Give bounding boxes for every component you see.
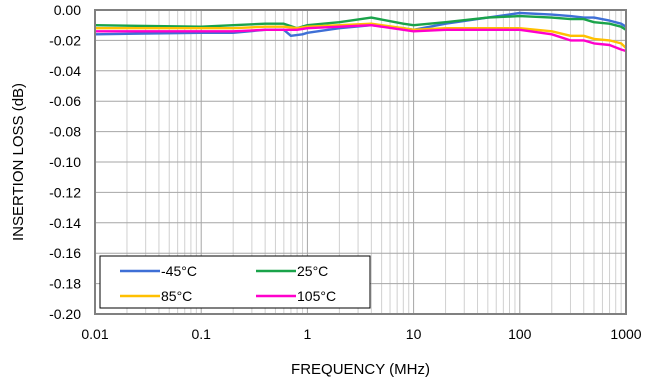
x-tick-labels: 0.01 0.1 1 10 100 1000 bbox=[81, 326, 641, 342]
y-tick-label: 0.00 bbox=[54, 2, 81, 18]
legend-label: 85°C bbox=[161, 288, 192, 304]
series-line-25c bbox=[94, 14, 627, 31]
y-tick-label: -0.16 bbox=[49, 245, 81, 261]
y-tick-label: -0.10 bbox=[49, 154, 81, 170]
y-tick-label: -0.08 bbox=[49, 124, 81, 140]
legend-label: 25°C bbox=[297, 263, 328, 279]
x-tick-label: 0.1 bbox=[191, 326, 211, 342]
y-tick-label: -0.02 bbox=[49, 32, 81, 48]
y-tick-label: -0.20 bbox=[49, 306, 81, 322]
legend: -45°C 25°C 85°C 105°C bbox=[99, 255, 371, 309]
series-line-105c bbox=[95, 24, 627, 53]
legend-label: -45°C bbox=[161, 263, 197, 279]
x-tick-label: 10 bbox=[406, 326, 422, 342]
y-tick-labels: 0.00 -0.02 -0.04 -0.06 -0.08 -0.10 -0.12 -0.14 -… bbox=[49, 2, 81, 322]
legend-label: 105°C bbox=[297, 288, 336, 304]
plot-area-border bbox=[94, 9, 627, 315]
y-tick-label: -0.14 bbox=[49, 215, 81, 231]
x-tick-label: 1000 bbox=[610, 326, 641, 342]
y-tick-label: -0.06 bbox=[49, 93, 81, 109]
series-lines bbox=[94, 11, 627, 53]
y-tick-label: -0.04 bbox=[49, 63, 81, 79]
legend-box bbox=[99, 255, 371, 309]
x-tick-label: 0.01 bbox=[81, 326, 108, 342]
y-tick-label: -0.18 bbox=[49, 276, 81, 292]
x-axis-label: FREQUENCY (MHz) bbox=[291, 361, 430, 378]
x-tick-label: 1 bbox=[304, 326, 312, 342]
y-axis-label: INSERTION LOSS (dB) bbox=[10, 83, 27, 241]
series-line-85c bbox=[95, 22, 627, 49]
x-tick-label: 100 bbox=[508, 326, 532, 342]
y-tick-label: -0.12 bbox=[49, 184, 81, 200]
